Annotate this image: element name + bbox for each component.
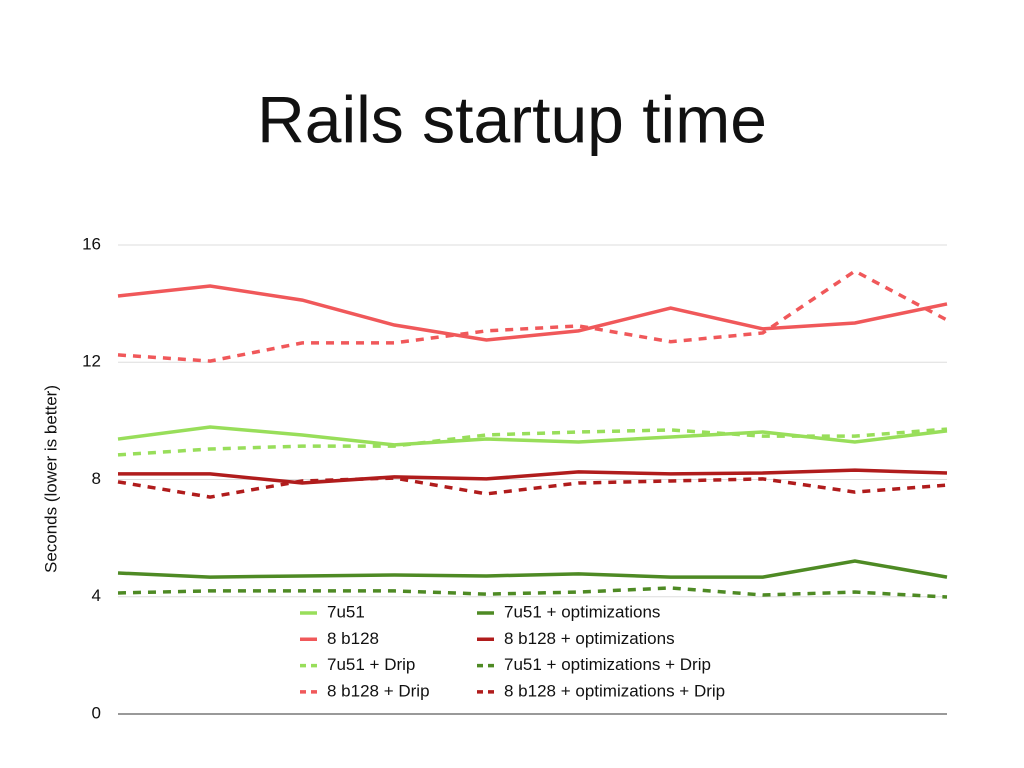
legend-label: 8 b128 + Drip <box>327 681 430 700</box>
y-tick-label: 12 <box>82 352 101 371</box>
legend-label: 7u51 <box>327 602 365 621</box>
chart-title: Rails startup time <box>257 82 767 156</box>
series-line <box>117 476 948 499</box>
legend-label: 7u51 + Drip <box>327 655 415 674</box>
y-tick-label: 16 <box>82 234 101 253</box>
series-line <box>117 559 948 579</box>
y-tick-label: 4 <box>92 586 101 605</box>
legend-label: 8 b128 + optimizations + Drip <box>504 681 725 700</box>
y-tick-label: 8 <box>92 469 101 488</box>
legend-label: 8 b128 <box>327 629 379 648</box>
series-line <box>117 586 948 599</box>
series-line <box>117 284 948 342</box>
series-line <box>118 468 948 485</box>
y-tick-label: 0 <box>92 703 101 722</box>
y-axis-label: Seconds (lower is better) <box>41 385 60 573</box>
legend-label: 7u51 + optimizations <box>504 602 660 621</box>
series-line <box>117 269 948 363</box>
series-line <box>117 427 948 457</box>
legend-label: 7u51 + optimizations + Drip <box>504 655 711 674</box>
legend-label: 8 b128 + optimizations <box>504 629 675 648</box>
